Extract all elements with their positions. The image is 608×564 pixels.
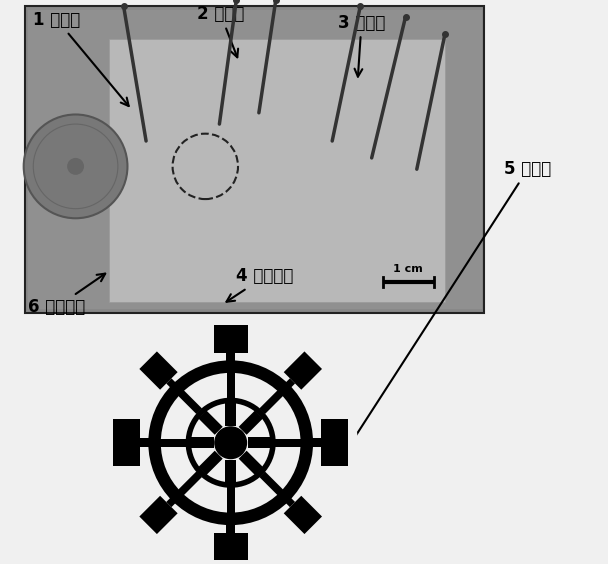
Polygon shape bbox=[283, 378, 295, 390]
Polygon shape bbox=[198, 411, 223, 435]
Polygon shape bbox=[283, 495, 295, 507]
Text: 3 排液孔: 3 排液孔 bbox=[338, 14, 385, 77]
Bar bbox=[25, 6, 485, 313]
Circle shape bbox=[215, 427, 246, 459]
Polygon shape bbox=[198, 451, 223, 475]
Polygon shape bbox=[166, 378, 178, 390]
Polygon shape bbox=[321, 419, 348, 466]
Polygon shape bbox=[284, 496, 322, 534]
Bar bbox=[109, 39, 445, 302]
Polygon shape bbox=[227, 369, 235, 398]
Polygon shape bbox=[247, 437, 271, 448]
Polygon shape bbox=[227, 487, 235, 516]
Polygon shape bbox=[113, 419, 140, 466]
Text: 1 扩增池: 1 扩增池 bbox=[33, 11, 129, 106]
Polygon shape bbox=[226, 352, 235, 365]
Bar bbox=[27, 10, 482, 309]
Text: 5 对电极: 5 对电极 bbox=[332, 160, 551, 472]
Polygon shape bbox=[226, 521, 235, 533]
Polygon shape bbox=[284, 351, 322, 390]
Polygon shape bbox=[214, 325, 247, 352]
Polygon shape bbox=[239, 451, 263, 475]
Text: 2 加样孔: 2 加样孔 bbox=[197, 5, 244, 58]
Text: 6 参比电极: 6 参比电极 bbox=[27, 274, 105, 316]
Polygon shape bbox=[140, 438, 153, 447]
Polygon shape bbox=[225, 403, 237, 426]
Polygon shape bbox=[139, 496, 178, 534]
Polygon shape bbox=[157, 439, 186, 447]
Polygon shape bbox=[139, 351, 178, 390]
Polygon shape bbox=[166, 495, 178, 507]
Polygon shape bbox=[214, 533, 247, 560]
Circle shape bbox=[24, 114, 128, 218]
Polygon shape bbox=[176, 388, 202, 414]
Circle shape bbox=[67, 158, 84, 175]
Polygon shape bbox=[260, 472, 285, 497]
Text: 1 cm: 1 cm bbox=[393, 263, 423, 274]
Polygon shape bbox=[239, 411, 263, 435]
Circle shape bbox=[104, 316, 358, 564]
Polygon shape bbox=[275, 439, 304, 447]
Polygon shape bbox=[225, 460, 237, 483]
Polygon shape bbox=[176, 472, 202, 497]
Polygon shape bbox=[260, 388, 285, 414]
Polygon shape bbox=[191, 437, 214, 448]
Text: 4 工作电极: 4 工作电极 bbox=[227, 267, 294, 302]
Polygon shape bbox=[308, 438, 321, 447]
